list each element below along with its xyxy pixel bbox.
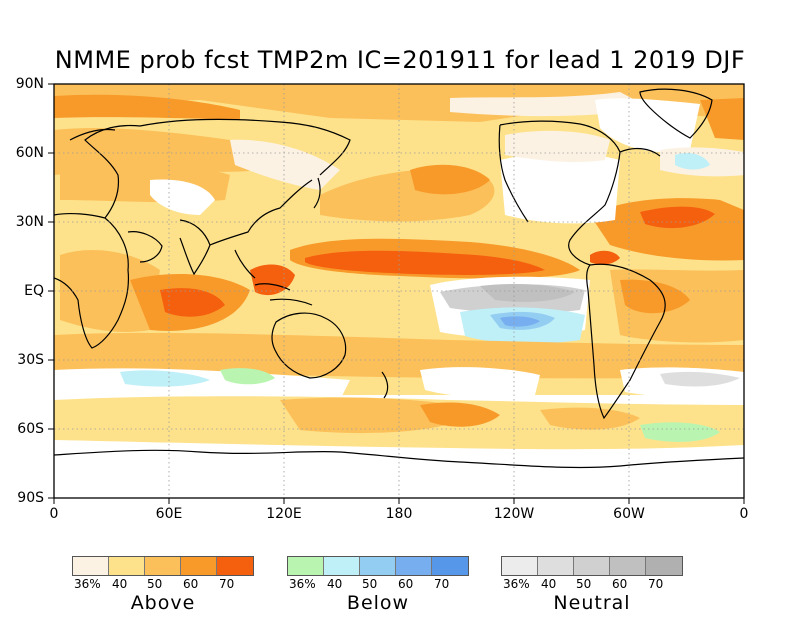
lat-label-eq: EQ <box>24 283 44 299</box>
legend-neutral: 36% 40 50 60 70 Neutral <box>501 556 683 614</box>
legend-above-ticks: 36% 40 50 60 70 <box>72 576 254 591</box>
tick-label: 40 <box>327 577 343 591</box>
swatch <box>217 557 253 575</box>
legend-neutral-label: Neutral <box>553 592 631 614</box>
swatch <box>324 557 360 575</box>
lon-label-0: 0 <box>49 506 59 522</box>
tick-label: 50 <box>147 577 163 591</box>
lat-label-60n: 60N <box>15 145 44 161</box>
legend-above: 36% 40 50 60 70 Above <box>72 556 254 614</box>
swatch <box>646 557 682 575</box>
tick-label: 70 <box>648 577 664 591</box>
tick-label: 36% <box>503 577 530 591</box>
swatch <box>610 557 646 575</box>
swatch <box>360 557 396 575</box>
lon-label-180: 180 <box>385 506 413 522</box>
swatch <box>574 557 610 575</box>
swatch <box>502 557 538 575</box>
legend-above-colorbar <box>72 556 254 576</box>
tick-label: 60 <box>183 577 199 591</box>
tick-label: 60 <box>398 577 414 591</box>
swatch <box>145 557 181 575</box>
swatch <box>288 557 324 575</box>
legend-neutral-ticks: 36% 40 50 60 70 <box>501 576 683 591</box>
tick-label: 36% <box>289 577 316 591</box>
legend-below-colorbar <box>287 556 469 576</box>
axis-ticks <box>48 83 745 504</box>
legend-below-ticks: 36% 40 50 60 70 <box>287 576 469 591</box>
tick-label: 70 <box>219 577 235 591</box>
lon-label-120w: 120W <box>493 506 535 522</box>
swatch <box>181 557 217 575</box>
coastlines <box>54 88 744 469</box>
swatch <box>73 557 109 575</box>
legend-below-label: Below <box>346 592 410 614</box>
legend-neutral-colorbar <box>501 556 683 576</box>
tick-label: 40 <box>112 577 128 591</box>
graticule <box>54 84 744 498</box>
tick-label: 70 <box>434 577 450 591</box>
probability-shading <box>54 84 744 498</box>
tick-label: 50 <box>362 577 378 591</box>
tick-label: 50 <box>576 577 592 591</box>
tick-label: 40 <box>541 577 557 591</box>
map-title: NMME prob fcst TMP2m IC=201911 for lead … <box>54 46 746 74</box>
swatch <box>109 557 145 575</box>
legend-below: 36% 40 50 60 70 Below <box>287 556 469 614</box>
lon-label-0-east: 0 <box>739 506 749 522</box>
tick-label: 36% <box>74 577 101 591</box>
swatch <box>432 557 468 575</box>
swatch <box>396 557 432 575</box>
lat-label-90n: 90N <box>15 76 44 92</box>
lat-label-30s: 30S <box>17 352 44 368</box>
swatch <box>538 557 574 575</box>
lat-label-60s: 60S <box>17 421 44 437</box>
legend-above-label: Above <box>130 592 196 614</box>
lon-label-60w: 60W <box>613 506 645 522</box>
lon-label-60e: 60E <box>155 506 183 522</box>
tick-label: 60 <box>612 577 628 591</box>
lat-label-90s: 90S <box>17 490 44 506</box>
lat-label-30n: 30N <box>15 214 44 230</box>
lon-label-120e: 120E <box>266 506 302 522</box>
